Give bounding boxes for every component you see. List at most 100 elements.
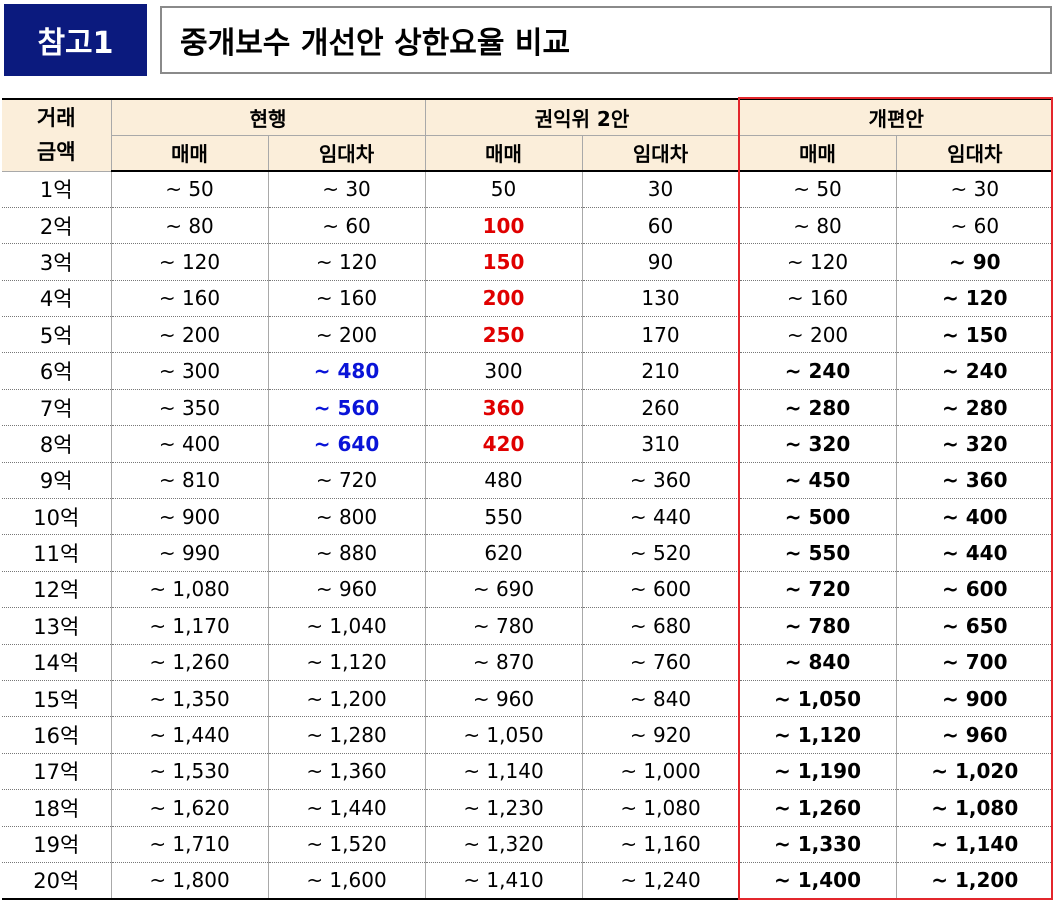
- current-sale-cell: ~ 80: [111, 207, 269, 245]
- current-sale-cell: ~ 300: [111, 352, 269, 390]
- acrc-sale-cell: ~ 870: [425, 644, 583, 681]
- reform-sale-cell: ~ 720: [739, 571, 897, 609]
- table-row: 8억 ~ 400 ~ 640 420 310 ~ 320 ~ 320: [2, 425, 1054, 463]
- table-row: 19억 ~ 1,710 ~ 1,520 ~ 1,320 ~ 1,160 ~ 1,330 ~ …: [2, 826, 1054, 863]
- reform-lease-cell: ~ 400: [896, 498, 1054, 536]
- reform-lease-cell: ~ 1,140: [896, 826, 1054, 863]
- reform-lease-cell: ~ 650: [896, 607, 1054, 645]
- acrc-lease-cell: 210: [582, 352, 740, 390]
- reform-lease-cell: ~ 120: [896, 280, 1054, 318]
- amount-cell: 3억: [2, 243, 112, 281]
- reform-lease-cell: ~ 280: [896, 389, 1054, 427]
- current-lease-cell: ~ 1,200: [268, 680, 426, 718]
- acrc-lease-cell: ~ 600: [582, 571, 740, 609]
- acrc-lease-cell: ~ 840: [582, 680, 740, 718]
- acrc-sale-cell: ~ 1,320: [425, 826, 583, 863]
- row-header-line-1: 거래: [36, 106, 76, 131]
- amount-cell: 11억: [2, 534, 112, 572]
- reform-sale-cell: ~ 280: [739, 389, 897, 427]
- reference-badge: 참고1: [4, 4, 147, 76]
- amount-cell: 14억: [2, 644, 112, 681]
- table-row: 13억 ~ 1,170 ~ 1,040 ~ 780 ~ 680 ~ 780 ~ 650: [2, 607, 1054, 645]
- reform-sale-cell: ~ 1,190: [739, 753, 897, 791]
- table-row: 17억 ~ 1,530 ~ 1,360 ~ 1,140 ~ 1,000 ~ 1,190 ~ …: [2, 753, 1054, 791]
- reform-sale-cell: ~ 1,330: [739, 826, 897, 863]
- current-lease-cell: ~ 200: [268, 316, 426, 354]
- reform-sale-cell: ~ 320: [739, 425, 897, 463]
- reform-lease-cell: ~ 1,080: [896, 789, 1054, 827]
- acrc-sale-cell: 50: [425, 171, 583, 208]
- current-lease-cell: ~ 800: [268, 498, 426, 536]
- table-row: 1억 ~ 50 ~ 30 50 30 ~ 50 ~ 30: [2, 171, 1054, 208]
- current-sale-cell: ~ 160: [111, 280, 269, 318]
- table-row: 3억 ~ 120 ~ 120 150 90 ~ 120 ~ 90: [2, 243, 1054, 281]
- acrc-sale-cell: ~ 1,410: [425, 862, 583, 900]
- acrc-sale-cell: 360: [425, 389, 583, 427]
- current-sale-cell: ~ 400: [111, 425, 269, 463]
- acrc-sale-cell: ~ 960: [425, 680, 583, 718]
- amount-cell: 4억: [2, 280, 112, 318]
- current-lease-cell: ~ 1,040: [268, 607, 426, 645]
- current-sale-cell: ~ 1,440: [111, 716, 269, 754]
- acrc-lease-cell: ~ 1,160: [582, 826, 740, 863]
- acrc-sale-cell: 550: [425, 498, 583, 536]
- reform-sale-cell: ~ 120: [739, 243, 897, 281]
- table-row: 7억 ~ 350 ~ 560 360 260 ~ 280 ~ 280: [2, 389, 1054, 427]
- group-header-reform: 개편안: [739, 98, 1054, 136]
- reform-sale-cell: ~ 500: [739, 498, 897, 536]
- table-row: 20억 ~ 1,800 ~ 1,600 ~ 1,410 ~ 1,240 ~ 1,400 ~ …: [2, 862, 1054, 900]
- table-row: 6억 ~ 300 ~ 480 300 210 ~ 240 ~ 240: [2, 352, 1054, 390]
- current-lease-cell: ~ 1,360: [268, 753, 426, 791]
- amount-cell: 9억: [2, 462, 112, 500]
- reform-lease-cell: ~ 360: [896, 462, 1054, 500]
- amount-cell: 20억: [2, 862, 112, 900]
- group-header-current: 현행: [111, 98, 426, 136]
- current-lease-cell: ~ 880: [268, 534, 426, 572]
- amount-cell: 8억: [2, 425, 112, 463]
- table-row: 2억 ~ 80 ~ 60 100 60 ~ 80 ~ 60: [2, 207, 1054, 245]
- acrc-lease-cell: ~ 680: [582, 607, 740, 645]
- reform-sale-cell: ~ 1,120: [739, 716, 897, 754]
- current-sale-cell: ~ 1,800: [111, 862, 269, 900]
- acrc-sale-cell: ~ 1,050: [425, 716, 583, 754]
- current-sale-cell: ~ 1,350: [111, 680, 269, 718]
- current-sale-cell: ~ 900: [111, 498, 269, 536]
- current-lease-cell: ~ 1,520: [268, 826, 426, 863]
- sub-header-lease: 임대차: [582, 135, 740, 172]
- table-row: 10억 ~ 900 ~ 800 550 ~ 440 ~ 500 ~ 400: [2, 498, 1054, 536]
- acrc-sale-cell: 250: [425, 316, 583, 354]
- acrc-lease-cell: 130: [582, 280, 740, 318]
- reform-sale-cell: ~ 80: [739, 207, 897, 245]
- current-lease-cell: ~ 720: [268, 462, 426, 500]
- current-sale-cell: ~ 1,710: [111, 826, 269, 863]
- reform-lease-cell: ~ 30: [896, 171, 1054, 208]
- reform-sale-cell: ~ 50: [739, 171, 897, 208]
- acrc-lease-cell: ~ 1,000: [582, 753, 740, 791]
- acrc-sale-cell: ~ 1,230: [425, 789, 583, 827]
- reform-lease-cell: ~ 960: [896, 716, 1054, 754]
- reform-sale-cell: ~ 160: [739, 280, 897, 318]
- row-header-amount: 거래 금액: [2, 98, 112, 172]
- reform-lease-cell: ~ 150: [896, 316, 1054, 354]
- current-sale-cell: ~ 200: [111, 316, 269, 354]
- acrc-lease-cell: 30: [582, 171, 740, 208]
- amount-cell: 7억: [2, 389, 112, 427]
- acrc-lease-cell: 170: [582, 316, 740, 354]
- current-sale-cell: ~ 1,530: [111, 753, 269, 791]
- sub-header-lease: 임대차: [896, 135, 1054, 172]
- current-sale-cell: ~ 120: [111, 243, 269, 281]
- acrc-sale-cell: 100: [425, 207, 583, 245]
- current-sale-cell: ~ 810: [111, 462, 269, 500]
- amount-cell: 1억: [2, 171, 112, 208]
- acrc-lease-cell: ~ 440: [582, 498, 740, 536]
- acrc-lease-cell: 260: [582, 389, 740, 427]
- reform-sale-cell: ~ 240: [739, 352, 897, 390]
- amount-cell: 12억: [2, 571, 112, 609]
- table-row: 9억 ~ 810 ~ 720 480 ~ 360 ~ 450 ~ 360: [2, 462, 1054, 500]
- reform-sale-cell: ~ 450: [739, 462, 897, 500]
- amount-cell: 6억: [2, 352, 112, 390]
- amount-cell: 18억: [2, 789, 112, 827]
- acrc-sale-cell: ~ 1,140: [425, 753, 583, 791]
- current-sale-cell: ~ 1,170: [111, 607, 269, 645]
- reform-lease-cell: ~ 60: [896, 207, 1054, 245]
